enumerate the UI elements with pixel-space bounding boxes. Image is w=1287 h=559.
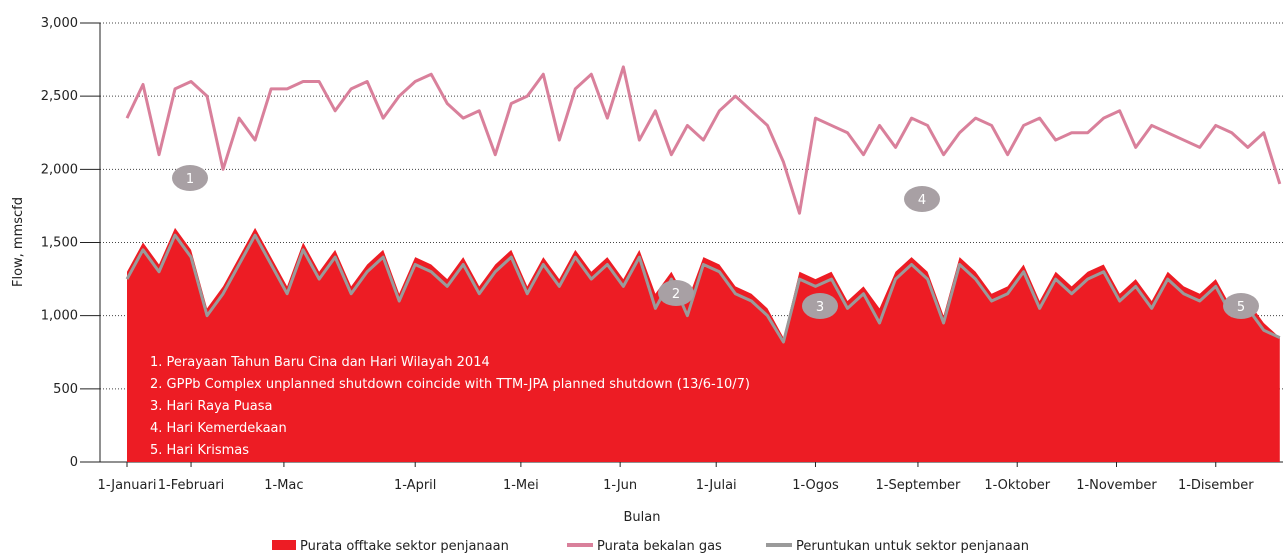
y-axis-label: Flow, mmscfd [11, 197, 26, 287]
x-tick-label: 1-September [876, 478, 961, 493]
legend-swatch [272, 540, 296, 550]
legend-label: Purata offtake sektor penjanaan [300, 539, 509, 554]
x-tick-label: 1-Disember [1178, 478, 1254, 493]
note: 5. Hari Krismas [150, 443, 249, 458]
legend-label: Purata bekalan gas [597, 539, 722, 554]
x-tick-label: 1-Januari [98, 478, 157, 493]
y-tick-label: 1,000 [41, 309, 78, 324]
x-tick-label: 1-Februari [158, 478, 225, 493]
x-tick-label: 1-Jun [603, 478, 637, 493]
y-tick-label: 3,000 [41, 16, 78, 31]
annotation-label: 4 [918, 193, 926, 208]
note: 2. GPPb Complex unplanned shutdown coinc… [150, 377, 750, 392]
note: 4. Hari Kemerdekaan [150, 421, 287, 436]
annotation-bubble [1223, 293, 1259, 319]
legend-label: Peruntukan untuk sektor penjanaan [796, 539, 1029, 554]
annotation-label: 1 [186, 172, 194, 187]
annotation-bubble [658, 280, 694, 306]
x-tick-label: 1-Julai [696, 478, 737, 493]
note: 3. Hari Raya Puasa [150, 399, 272, 414]
x-tick-label: 1-Oktober [984, 478, 1050, 493]
x-axis-label: Bulan [624, 510, 661, 525]
series-line [125, 65, 1282, 215]
y-tick-label: 500 [53, 382, 78, 397]
annotation-bubble [172, 165, 208, 191]
offtake-area [127, 227, 1280, 462]
y-tick-label: 2,500 [41, 89, 78, 104]
x-tick-label: 1-November [1076, 478, 1157, 493]
x-tick-label: 1-Ogos [792, 478, 839, 493]
series-line [125, 233, 1281, 344]
y-tick-label: 1,500 [41, 236, 78, 251]
y-tick-label: 2,000 [41, 162, 78, 177]
annotation-label: 2 [672, 287, 680, 302]
annotation-label: 5 [1237, 300, 1245, 315]
annotation-bubble [802, 293, 838, 319]
x-tick-label: 1-Mac [264, 478, 303, 493]
annotation-label: 3 [816, 300, 824, 315]
note: 1. Perayaan Tahun Baru Cina dan Hari Wil… [150, 355, 490, 370]
y-tick-label: 0 [70, 455, 78, 470]
x-tick-label: 1-Mei [503, 478, 539, 493]
x-tick-label: 1-April [394, 478, 436, 493]
annotation-bubble [904, 186, 940, 212]
